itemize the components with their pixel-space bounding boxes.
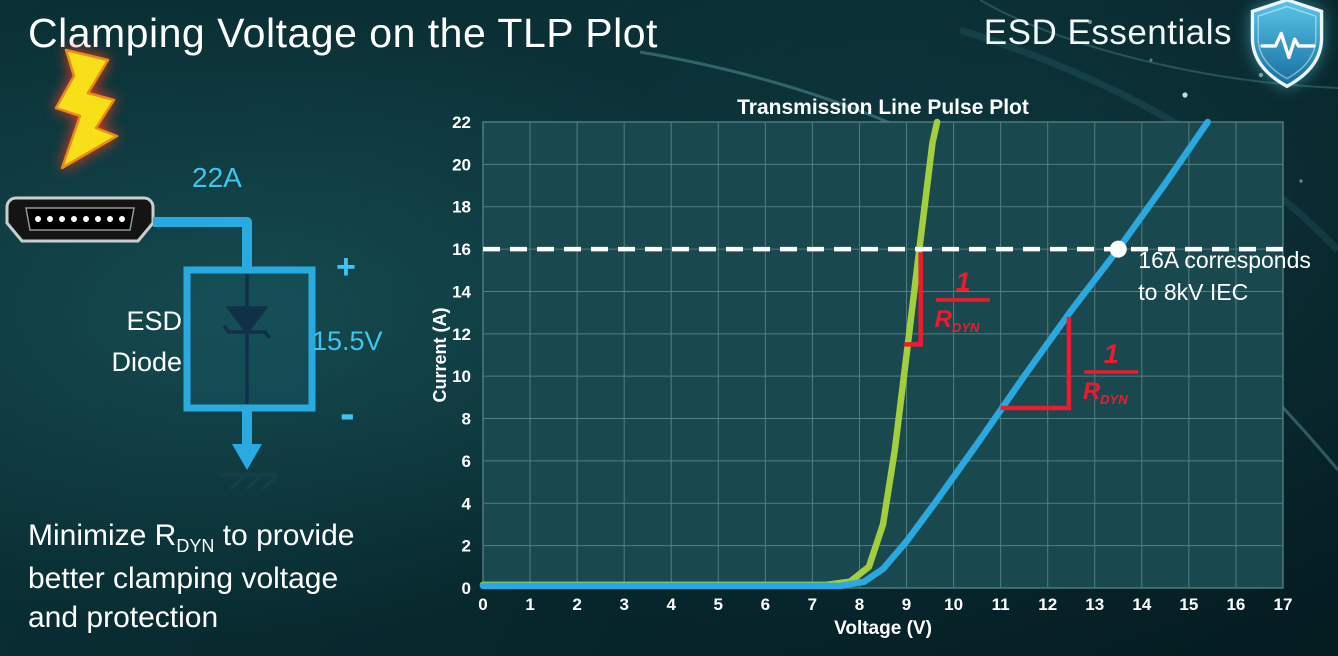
x-tick-label: 9	[902, 595, 911, 614]
x-tick-label: 6	[761, 595, 770, 614]
x-tick-label: 2	[572, 595, 581, 614]
y-tick-label: 22	[452, 113, 471, 132]
esd-circuit-illustration	[5, 48, 316, 491]
fraction-denominator: RDYN	[1083, 378, 1128, 407]
y-tick-label: 2	[462, 537, 471, 556]
chart-title: Transmission Line Pulse Plot	[737, 96, 1029, 119]
x-tick-label: 3	[619, 595, 628, 614]
y-axis-label: Current (A)	[430, 308, 450, 403]
polarity-plus-label: +	[336, 248, 356, 286]
intersection-marker	[1109, 240, 1127, 258]
y-tick-label: 12	[452, 325, 471, 344]
x-tick-label: 5	[714, 595, 723, 614]
y-tick-label: 14	[452, 282, 471, 301]
takeaway-line1-suffix: to provide	[214, 519, 355, 552]
x-axis-label: Voltage (V)	[834, 618, 932, 639]
blue-curve	[479, 118, 1211, 590]
y-tick-label: 16	[452, 240, 471, 259]
x-tick-label: 7	[808, 595, 817, 614]
zener-diode-symbol	[222, 274, 272, 404]
x-tick-label: 12	[1038, 595, 1057, 614]
y-tick-label: 6	[462, 452, 471, 471]
y-tick-label: 20	[452, 155, 471, 174]
lightning-bolt-icon	[54, 48, 119, 170]
y-tick-label: 10	[452, 367, 471, 386]
x-tick-label: 14	[1132, 595, 1151, 614]
reference-annotation-line1: 16A corresponds	[1138, 247, 1311, 273]
ground-symbol-icon	[220, 473, 280, 491]
shield-logo-icon	[1250, 0, 1324, 89]
x-tick-label: 0	[478, 595, 487, 614]
esd-diode-label-line1: ESD	[126, 306, 182, 336]
rdyn-annotation-blue: 1 RDYN	[1000, 316, 1139, 411]
takeaway-text: Minimize RDYN to provide better clamping…	[28, 516, 458, 638]
esd-diode-label: ESD Diode	[20, 301, 182, 382]
reference-annotation-line2: to 8kV IEC	[1138, 279, 1248, 305]
x-tick-label: 8	[855, 595, 864, 614]
polarity-minus-label: -	[340, 389, 355, 438]
fraction-denominator: RDYN	[935, 306, 980, 335]
takeaway-line3: and protection	[28, 601, 219, 635]
wire	[153, 217, 252, 272]
tlp-chart-container: Transmission Line Pulse Plot Current (A) V…	[420, 92, 1338, 656]
x-tick-label: 1	[525, 595, 534, 614]
slope-bracket-blue	[1000, 316, 1072, 411]
takeaway-line1: Minimize RDYN to provide	[28, 516, 458, 559]
esd-diode-box	[183, 266, 316, 412]
x-tick-label: 11	[992, 595, 1010, 614]
plot-frame	[482, 121, 1284, 589]
fraction-numerator: 1	[955, 267, 970, 297]
brand-text: ESD Essentials	[983, 13, 1232, 52]
x-tick-label: 17	[1274, 595, 1293, 614]
x-tick-label: 13	[1085, 595, 1104, 614]
takeaway-line2: better clamping voltage	[28, 561, 339, 595]
rdyn-annotation-green: 1 RDYN	[904, 252, 990, 347]
surge-current-label: 22A	[192, 162, 242, 193]
y-tick-label: 0	[462, 579, 471, 598]
ground-arrow	[232, 408, 262, 470]
x-tick-label: 10	[944, 595, 963, 614]
x-tick-label: 15	[1179, 595, 1198, 614]
takeaway-line1-prefix: Minimize R	[28, 519, 177, 552]
fraction-numerator: 1	[1104, 339, 1119, 369]
x-tick-label: 16	[1226, 595, 1245, 614]
y-tick-label: 8	[462, 410, 471, 429]
x-tick-label: 4	[667, 595, 677, 614]
page-title: Clamping Voltage on the TLP Plot	[28, 10, 658, 56]
takeaway-line1-sub: DYN	[176, 536, 215, 556]
tlp-chart: Transmission Line Pulse Plot Current (A) V…	[430, 96, 1311, 639]
y-tick-label: 18	[452, 198, 471, 217]
hdmi-connector-icon	[5, 196, 155, 243]
esd-diode-label-line2: Diode	[111, 346, 182, 377]
clamping-voltage-label: 15.5V	[312, 326, 383, 356]
slope-bracket-green	[904, 252, 923, 347]
y-tick-label: 4	[462, 494, 472, 513]
